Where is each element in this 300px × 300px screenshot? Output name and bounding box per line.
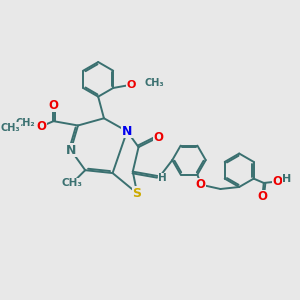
Text: S: S [133,187,142,200]
Text: O: O [49,99,58,112]
Text: CH₃: CH₃ [62,178,83,188]
Text: H: H [158,173,167,183]
Text: N: N [66,143,76,157]
Text: O: O [36,120,46,133]
Text: O: O [273,175,283,188]
Text: O: O [196,178,206,191]
Text: N: N [122,125,132,138]
Text: CH₃: CH₃ [1,123,20,133]
Text: O: O [154,130,164,143]
Text: O: O [257,190,267,203]
Text: H: H [282,174,292,184]
Text: CH₃: CH₃ [145,78,164,88]
Text: O: O [126,80,136,90]
Text: CH₂: CH₂ [16,118,35,128]
